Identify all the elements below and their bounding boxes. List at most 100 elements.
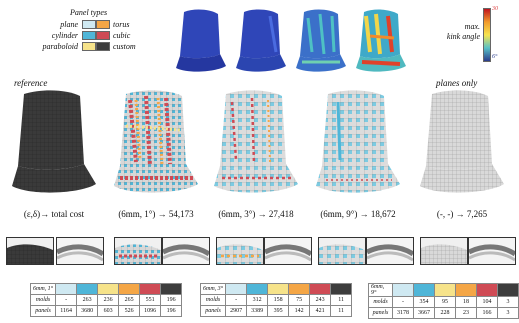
table-cell: - xyxy=(55,294,78,306)
table-cell: 228 xyxy=(434,307,456,319)
crop-1deg-right xyxy=(162,237,210,265)
panel-type-swatch-cell xyxy=(267,283,290,295)
caption-6mm-1deg: (6mm, 1°) → 54,173 xyxy=(118,209,194,219)
table-cell: 142 xyxy=(288,305,311,317)
table-cell: 75 xyxy=(288,294,311,306)
caption-6mm-9deg: (6mm, 9°) → 18,672 xyxy=(320,209,396,219)
crop-reference-left xyxy=(6,237,54,265)
table-header-row: 6mm, 3° xyxy=(199,283,353,295)
table-cell: 11 xyxy=(330,305,353,317)
legend-item-custom: custom xyxy=(96,42,136,51)
table-cell: 11 xyxy=(330,294,353,306)
panel-type-swatch-cell xyxy=(139,283,162,295)
table-cell: 3389 xyxy=(246,305,269,317)
row-label: panels xyxy=(368,307,393,319)
panel-type-swatch-cell xyxy=(392,283,414,297)
row-label: molds xyxy=(368,296,393,308)
stats-table: 6mm, 1° molds -263 236 265 551 196 panels 1164 36… xyxy=(29,283,183,317)
seat-reference xyxy=(12,90,96,193)
legend-item-cylinder: cylinder xyxy=(40,31,99,40)
caption-planes-only: (-, -) → 7,265 xyxy=(436,209,488,219)
table-row: molds -312 158 75 243 11 xyxy=(199,294,353,306)
table-cell: 421 xyxy=(309,305,332,317)
table-row: molds -263 236 265 551 196 xyxy=(29,294,183,306)
legend-item-plane: plane xyxy=(40,20,99,29)
table-cell: 104 xyxy=(476,296,498,308)
caption-6mm-3deg: (6mm, 3°) → 27,418 xyxy=(218,209,294,219)
panel-type-swatch-cell xyxy=(309,283,332,295)
panel-type-swatch-cell xyxy=(434,283,456,297)
table-row: panels 1164 3680 603 526 1096 196 xyxy=(29,305,183,317)
table-cell: 312 xyxy=(246,294,269,306)
table-cell: 3680 xyxy=(76,305,99,317)
crop-3deg-right xyxy=(264,237,312,265)
reference-label: reference xyxy=(14,78,48,88)
table-header-row: 6mm, 1° xyxy=(29,283,183,295)
colorbar-min-label: 6° xyxy=(492,54,498,60)
panel-type-swatch-cell xyxy=(288,283,311,295)
kink-thumbnail-3deg xyxy=(296,9,346,72)
table-row: molds -354 95 18 104 3 xyxy=(368,296,519,308)
stats-table: 6mm, 3° molds -312 158 75 243 11 panels 2907 3389… xyxy=(199,283,353,317)
kink-thumbnail-1deg xyxy=(236,9,286,72)
panel-type-swatch-cell xyxy=(225,283,248,295)
table-cell: 3667 xyxy=(413,307,435,319)
row-label: panels xyxy=(29,305,57,317)
table-cell: 354 xyxy=(413,296,435,308)
table-cell: 196 xyxy=(160,305,183,317)
table-cell: 196 xyxy=(160,294,183,306)
table-cell: - xyxy=(392,296,414,308)
paraboloid-swatch xyxy=(82,42,96,51)
table-cell: 263 xyxy=(76,294,99,306)
legend-item-cubic: cubic xyxy=(96,31,130,40)
table-cell: 95 xyxy=(434,296,456,308)
panel-type-swatch-cell xyxy=(246,283,269,295)
planes-only-label: planes only xyxy=(436,78,478,88)
table-row: panels 2907 3389 395 142 421 11 xyxy=(199,305,353,317)
panel-type-swatch-cell xyxy=(476,283,498,297)
table-cell: 166 xyxy=(476,307,498,319)
table-cell: - xyxy=(225,294,248,306)
table-cell: 1096 xyxy=(139,305,162,317)
cylinder-swatch xyxy=(82,31,96,40)
table-cell: 265 xyxy=(118,294,141,306)
table-cell: 395 xyxy=(267,305,290,317)
crop-reference-right xyxy=(56,237,104,265)
table-cell: 2907 xyxy=(225,305,248,317)
plane-swatch xyxy=(82,20,96,29)
seat-6mm-3deg xyxy=(214,90,298,193)
table-cell: 158 xyxy=(267,294,290,306)
panel-type-swatch-cell xyxy=(118,283,141,295)
panel-type-swatch-cell xyxy=(330,283,353,295)
crop-3deg-left xyxy=(216,237,264,265)
legend-item-paraboloid: paraboloid xyxy=(40,42,99,51)
table-cell: 3178 xyxy=(392,307,414,319)
row-label: molds xyxy=(199,294,227,306)
table-cell: 23 xyxy=(455,307,477,319)
table-cell: 526 xyxy=(118,305,141,317)
table-cell: 603 xyxy=(97,305,120,317)
panel-type-swatch-cell xyxy=(455,283,477,297)
crop-1deg-left xyxy=(114,237,162,265)
colorbar-title: max. kink angle xyxy=(446,22,480,41)
panel-type-swatch-cell xyxy=(160,283,183,295)
panel-type-swatch-cell xyxy=(76,283,99,295)
table-cell: 18 xyxy=(455,296,477,308)
crop-9deg-left xyxy=(318,237,366,265)
crop-planes-right xyxy=(468,237,516,265)
row-label: molds xyxy=(29,294,57,306)
row-label: panels xyxy=(199,305,227,317)
table-cell: 3 xyxy=(497,307,519,319)
table-cell: 243 xyxy=(309,294,332,306)
panel-type-swatch-cell xyxy=(497,283,519,297)
kink-thumbnail-reference xyxy=(176,9,226,72)
caption-reference: (ε,δ)→ total cost xyxy=(23,209,85,219)
legend-title: Panel types xyxy=(70,8,108,17)
legend-item-torus: torus xyxy=(96,20,129,29)
panel-type-swatch-cell xyxy=(413,283,435,297)
torus-swatch xyxy=(96,20,110,29)
table-title: 6mm, 1° xyxy=(29,283,57,295)
seat-6mm-1deg xyxy=(114,90,198,193)
table-cell: 3 xyxy=(497,296,519,308)
seat-planes-only xyxy=(420,90,504,193)
